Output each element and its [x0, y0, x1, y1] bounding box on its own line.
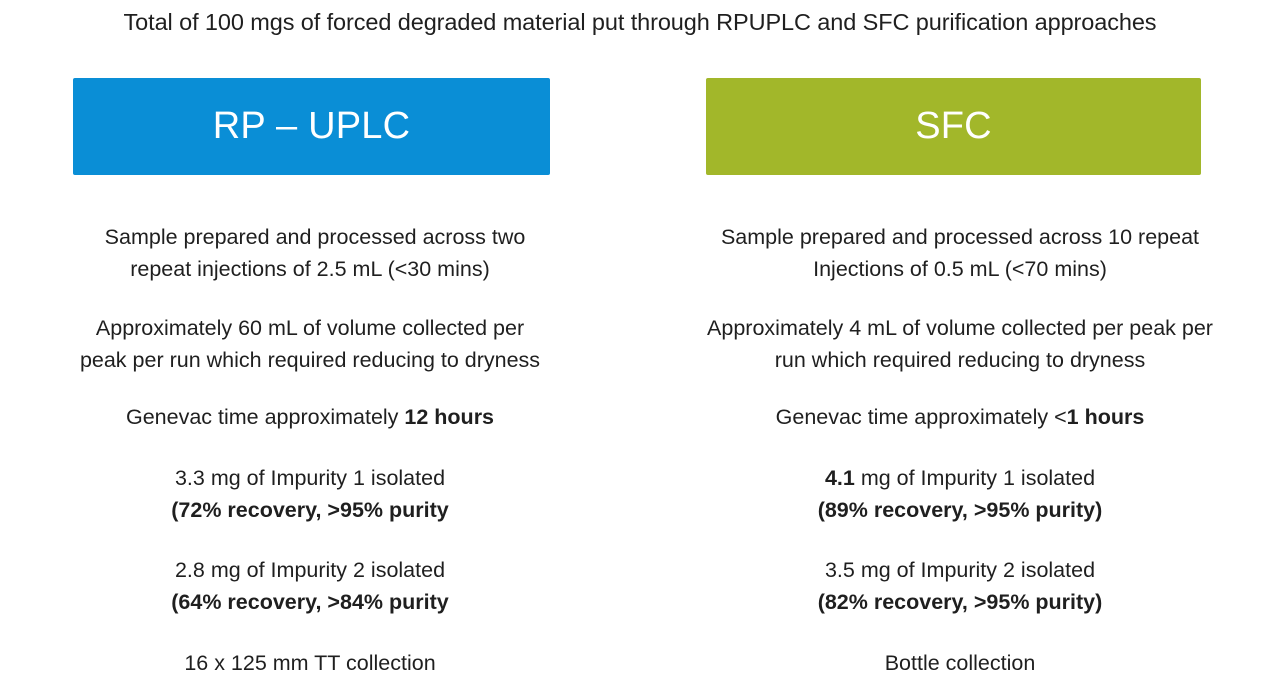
impurity-2-detail: (64% recovery, >84% purity	[171, 590, 449, 614]
volume-description: Approximately 60 mL of volume collected …	[79, 316, 541, 372]
injections-description: Sample prepared and processed across two…	[104, 225, 526, 281]
sfc-column: SFC Sample prepared and processed across…	[640, 0, 1280, 687]
impurity-1-amount: 3.3	[174, 466, 205, 490]
collection-method: Bottle collection	[884, 651, 1036, 675]
impurity-2-amount: 3.5	[824, 558, 855, 582]
impurity-1-result: 4.1 mg of Impurity 1 isolated (89% recov…	[640, 462, 1280, 526]
impurity-2-result: 2.8 mg of Impurity 2 isolated (64% recov…	[0, 554, 620, 618]
genevac-time: Genevac time approximately <1 hours	[775, 405, 1145, 429]
impurity-2-detail: (82% recovery, >95% purity)	[817, 590, 1103, 614]
impurity-2-amount: 2.8	[174, 558, 205, 582]
genevac-time: Genevac time approximately 12 hours	[125, 405, 495, 429]
injections-description: Sample prepared and processed across 10 …	[720, 225, 1200, 281]
page-title: Total of 100 mgs of forced degraded mate…	[123, 9, 1157, 35]
impurity-1-detail: (72% recovery, >95% purity	[171, 498, 449, 522]
genevac-time-value: 1 hours	[1066, 405, 1145, 429]
rp-uplc-column: RP – UPLC Sample prepared and processed …	[0, 0, 620, 687]
impurity-1-amount: 4.1	[824, 466, 855, 490]
genevac-time-value: 12 hours	[404, 405, 495, 429]
impurity-2-result: 3.5 mg of Impurity 2 isolated (82% recov…	[640, 554, 1280, 618]
impurity-1-detail: (89% recovery, >95% purity)	[817, 498, 1103, 522]
rp-uplc-header-box: RP – UPLC	[73, 78, 550, 175]
volume-description: Approximately 4 mL of volume collected p…	[707, 316, 1213, 372]
collection-method: 16 x 125 mm TT collection	[184, 651, 436, 675]
sfc-header-box: SFC	[706, 78, 1201, 175]
impurity-1-result: 3.3 mg of Impurity 1 isolated (72% recov…	[0, 462, 620, 526]
